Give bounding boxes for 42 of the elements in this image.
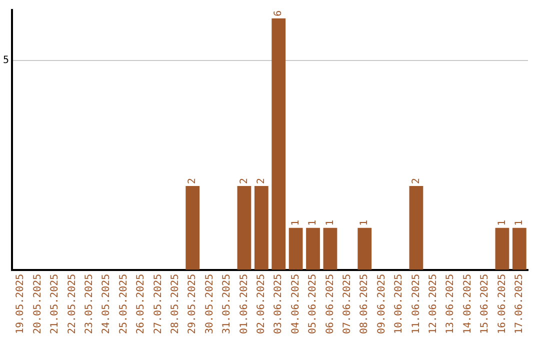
- data-label: 2: [410, 178, 422, 184]
- data-label: 1: [308, 220, 319, 226]
- x-tick-label: 24.05.2025: [101, 274, 112, 334]
- x-tick-label: 03.06.2025: [273, 274, 284, 334]
- data-label: 2: [256, 178, 268, 184]
- x-tick-label: 09.06.2025: [376, 274, 388, 334]
- data-label: 2: [238, 178, 250, 184]
- x-tick-label: 12.06.2025: [428, 274, 439, 334]
- x-tick-label: 23.05.2025: [84, 274, 96, 334]
- x-tick-label: 16.06.2025: [496, 274, 508, 334]
- x-tick-label: 05.06.2025: [308, 274, 319, 334]
- x-tick-label: 22.05.2025: [66, 274, 78, 334]
- x-tick-label: 02.06.2025: [256, 274, 268, 334]
- x-tick-label: 31.05.2025: [222, 274, 233, 334]
- data-label: 1: [290, 220, 302, 226]
- x-tick-label: 14.06.2025: [462, 274, 474, 334]
- x-tick-label: 29.05.2025: [187, 274, 198, 334]
- x-tick-label: 26.05.2025: [136, 274, 147, 334]
- x-tick-label: 11.06.2025: [410, 274, 422, 334]
- x-tick-label: 13.06.2025: [445, 274, 456, 334]
- data-label: 6: [273, 10, 284, 16]
- x-tick-label: 01.06.2025: [238, 274, 250, 334]
- data-label: 1: [324, 220, 336, 226]
- x-tick-label: 06.06.2025: [324, 274, 336, 334]
- x-tick-label: 20.05.2025: [32, 274, 44, 334]
- x-tick-label: 30.05.2025: [204, 274, 216, 334]
- x-tick-label: 08.06.2025: [359, 274, 370, 334]
- x-tick-label: 21.05.2025: [50, 274, 61, 334]
- x-tick-label: 27.05.2025: [152, 274, 164, 334]
- x-tick-label: 17.06.2025: [514, 274, 525, 334]
- x-tick-label: 10.06.2025: [394, 274, 405, 334]
- data-label: 1: [359, 220, 370, 226]
- x-tick-label: 25.05.2025: [118, 274, 130, 334]
- y-tick-label: 5: [2, 54, 10, 66]
- x-tick-label: 07.06.2025: [342, 274, 353, 334]
- x-tick-label: 15.06.2025: [480, 274, 491, 334]
- x-tick-label: 28.05.2025: [170, 274, 182, 334]
- data-label: 1: [496, 220, 508, 226]
- data-label: 1: [514, 220, 525, 226]
- x-tick-label: 19.05.2025: [15, 274, 26, 334]
- x-tick-label: 04.06.2025: [290, 274, 302, 334]
- data-label: 2: [187, 178, 198, 184]
